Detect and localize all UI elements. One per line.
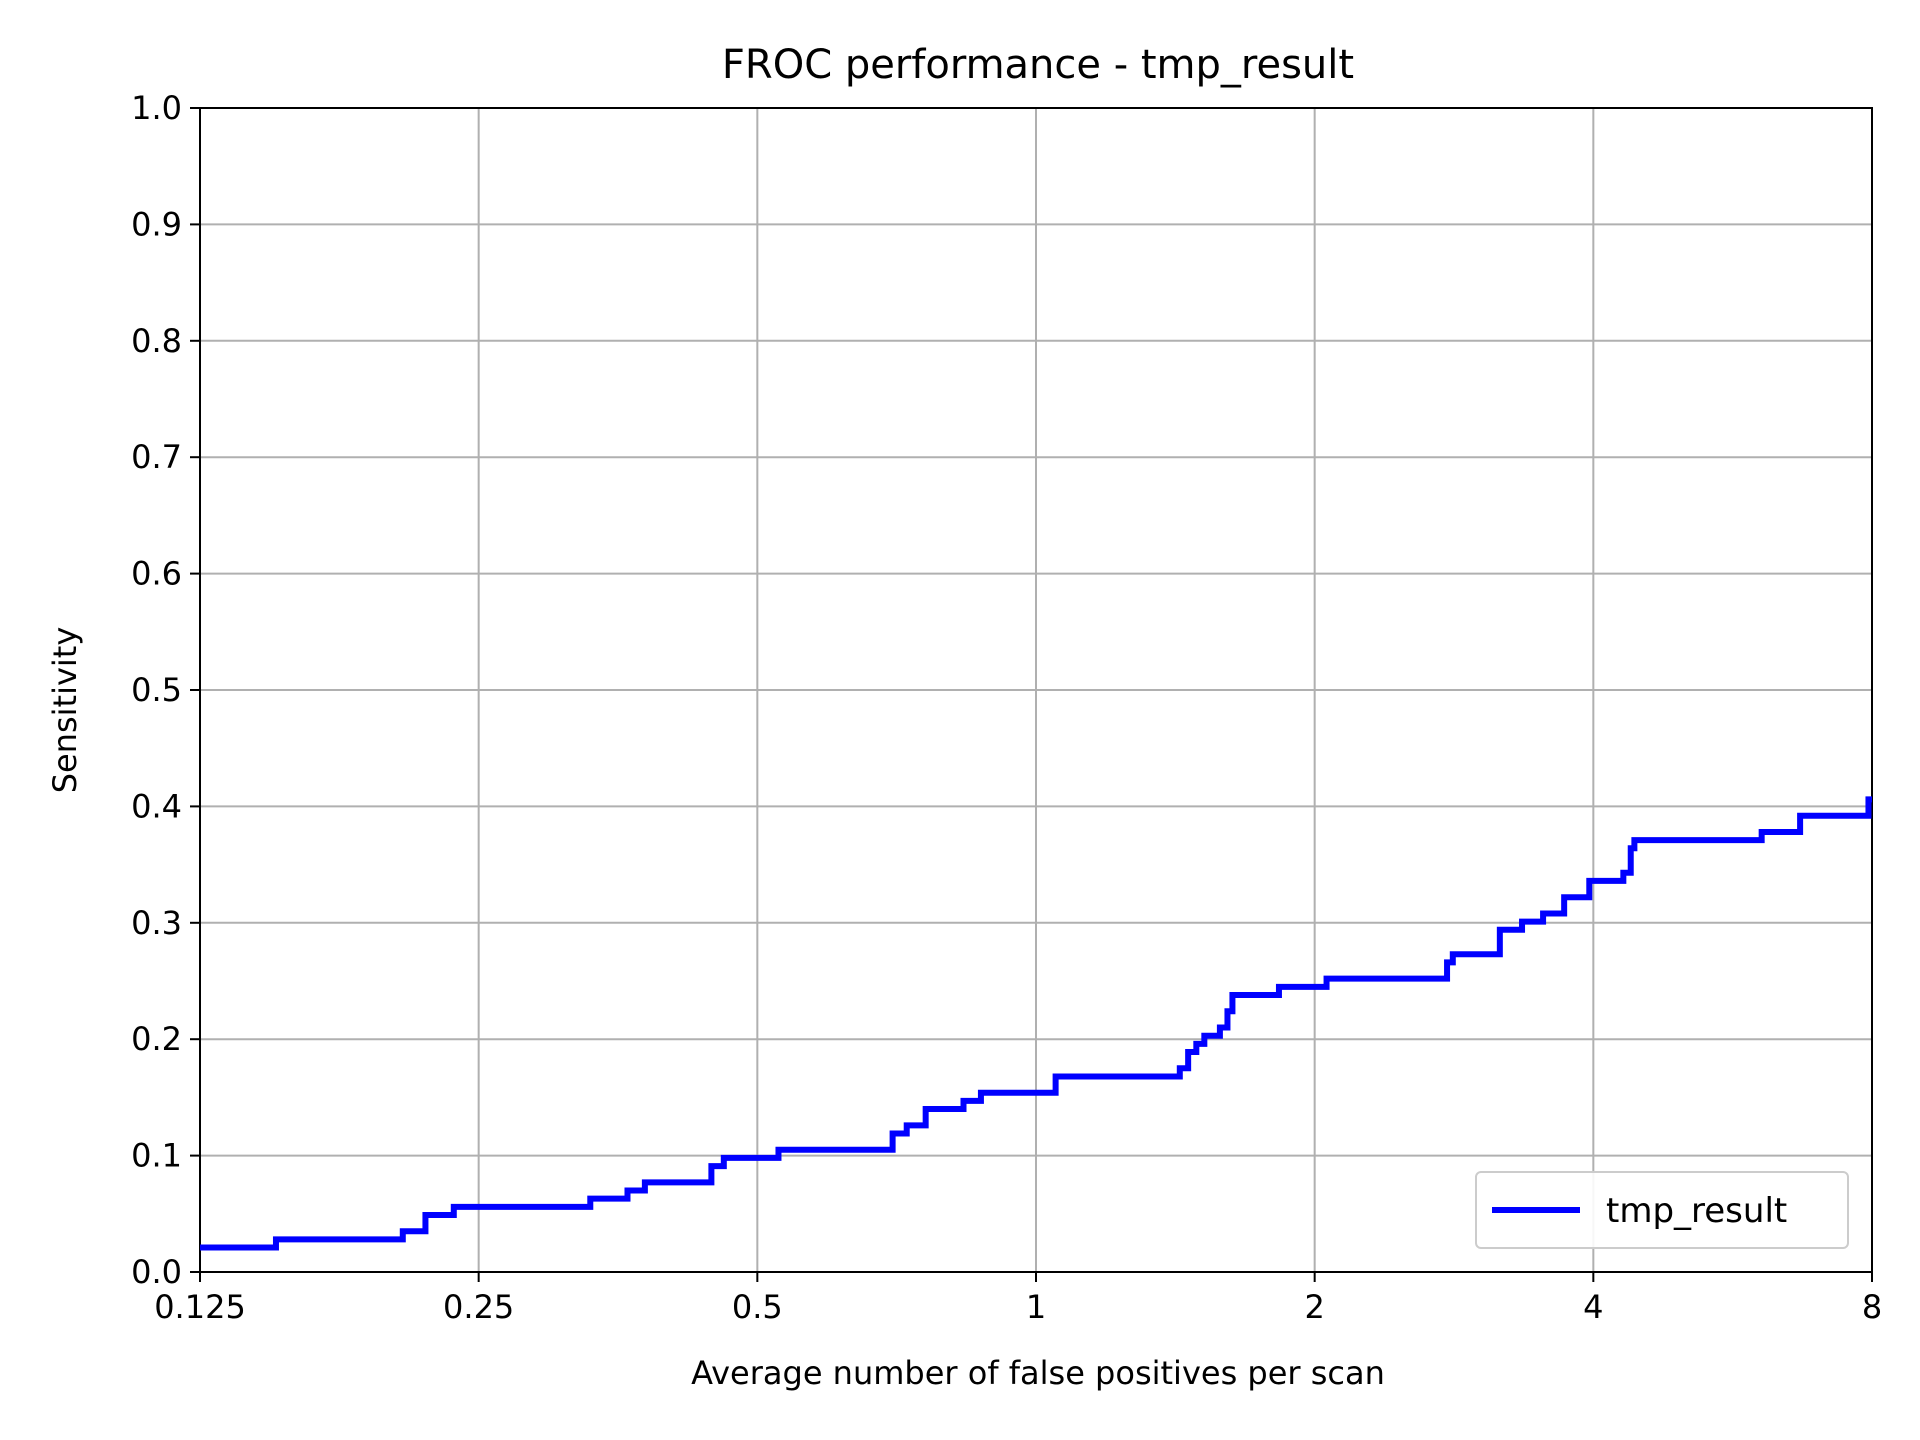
y-tick-label-9: 0.9 [131, 205, 182, 243]
chart-title: FROC performance - tmp_result [722, 42, 1354, 88]
legend-label-tmp_result: tmp_result [1606, 1191, 1787, 1231]
x-tick-label-0: 0.125 [154, 1288, 246, 1326]
y-tick-label-5: 0.5 [131, 671, 182, 709]
x-tick-label-6: 8 [1862, 1288, 1882, 1326]
x-tick-label-5: 4 [1583, 1288, 1603, 1326]
y-axis-label: Sensitivity [46, 627, 84, 794]
ticks: 0.125 0.25 0.5 1 2 4 8 0.0 0.1 0.2 0.3 0.4 0.5 0.6 0.7… [131, 89, 1882, 1326]
x-tick-label-3: 1 [1026, 1288, 1046, 1326]
y-tick-label-6: 0.6 [131, 555, 182, 593]
legend-box [1475, 1171, 1849, 1249]
x-tick-label-2: 0.5 [732, 1288, 783, 1326]
y-tick-label-2: 0.2 [131, 1020, 182, 1058]
y-tick-label-10: 1.0 [131, 89, 182, 127]
series-layer [200, 796, 1872, 1251]
y-tick-label-1: 0.1 [131, 1137, 182, 1175]
y-tick-label-4: 0.4 [131, 787, 182, 825]
y-tick-label-8: 0.8 [131, 322, 182, 360]
legend: tmp_result [1475, 1171, 1849, 1249]
x-tick-label-4: 2 [1304, 1288, 1324, 1326]
y-tick-label-3: 0.3 [131, 904, 182, 942]
series-line-tmp_result [200, 796, 1872, 1251]
x-tick-label-1: 0.25 [443, 1288, 514, 1326]
x-axis-label: Average number of false positives per sc… [691, 1354, 1385, 1392]
y-tick-label-0: 0.0 [131, 1253, 182, 1291]
y-tick-label-7: 0.7 [131, 438, 182, 476]
